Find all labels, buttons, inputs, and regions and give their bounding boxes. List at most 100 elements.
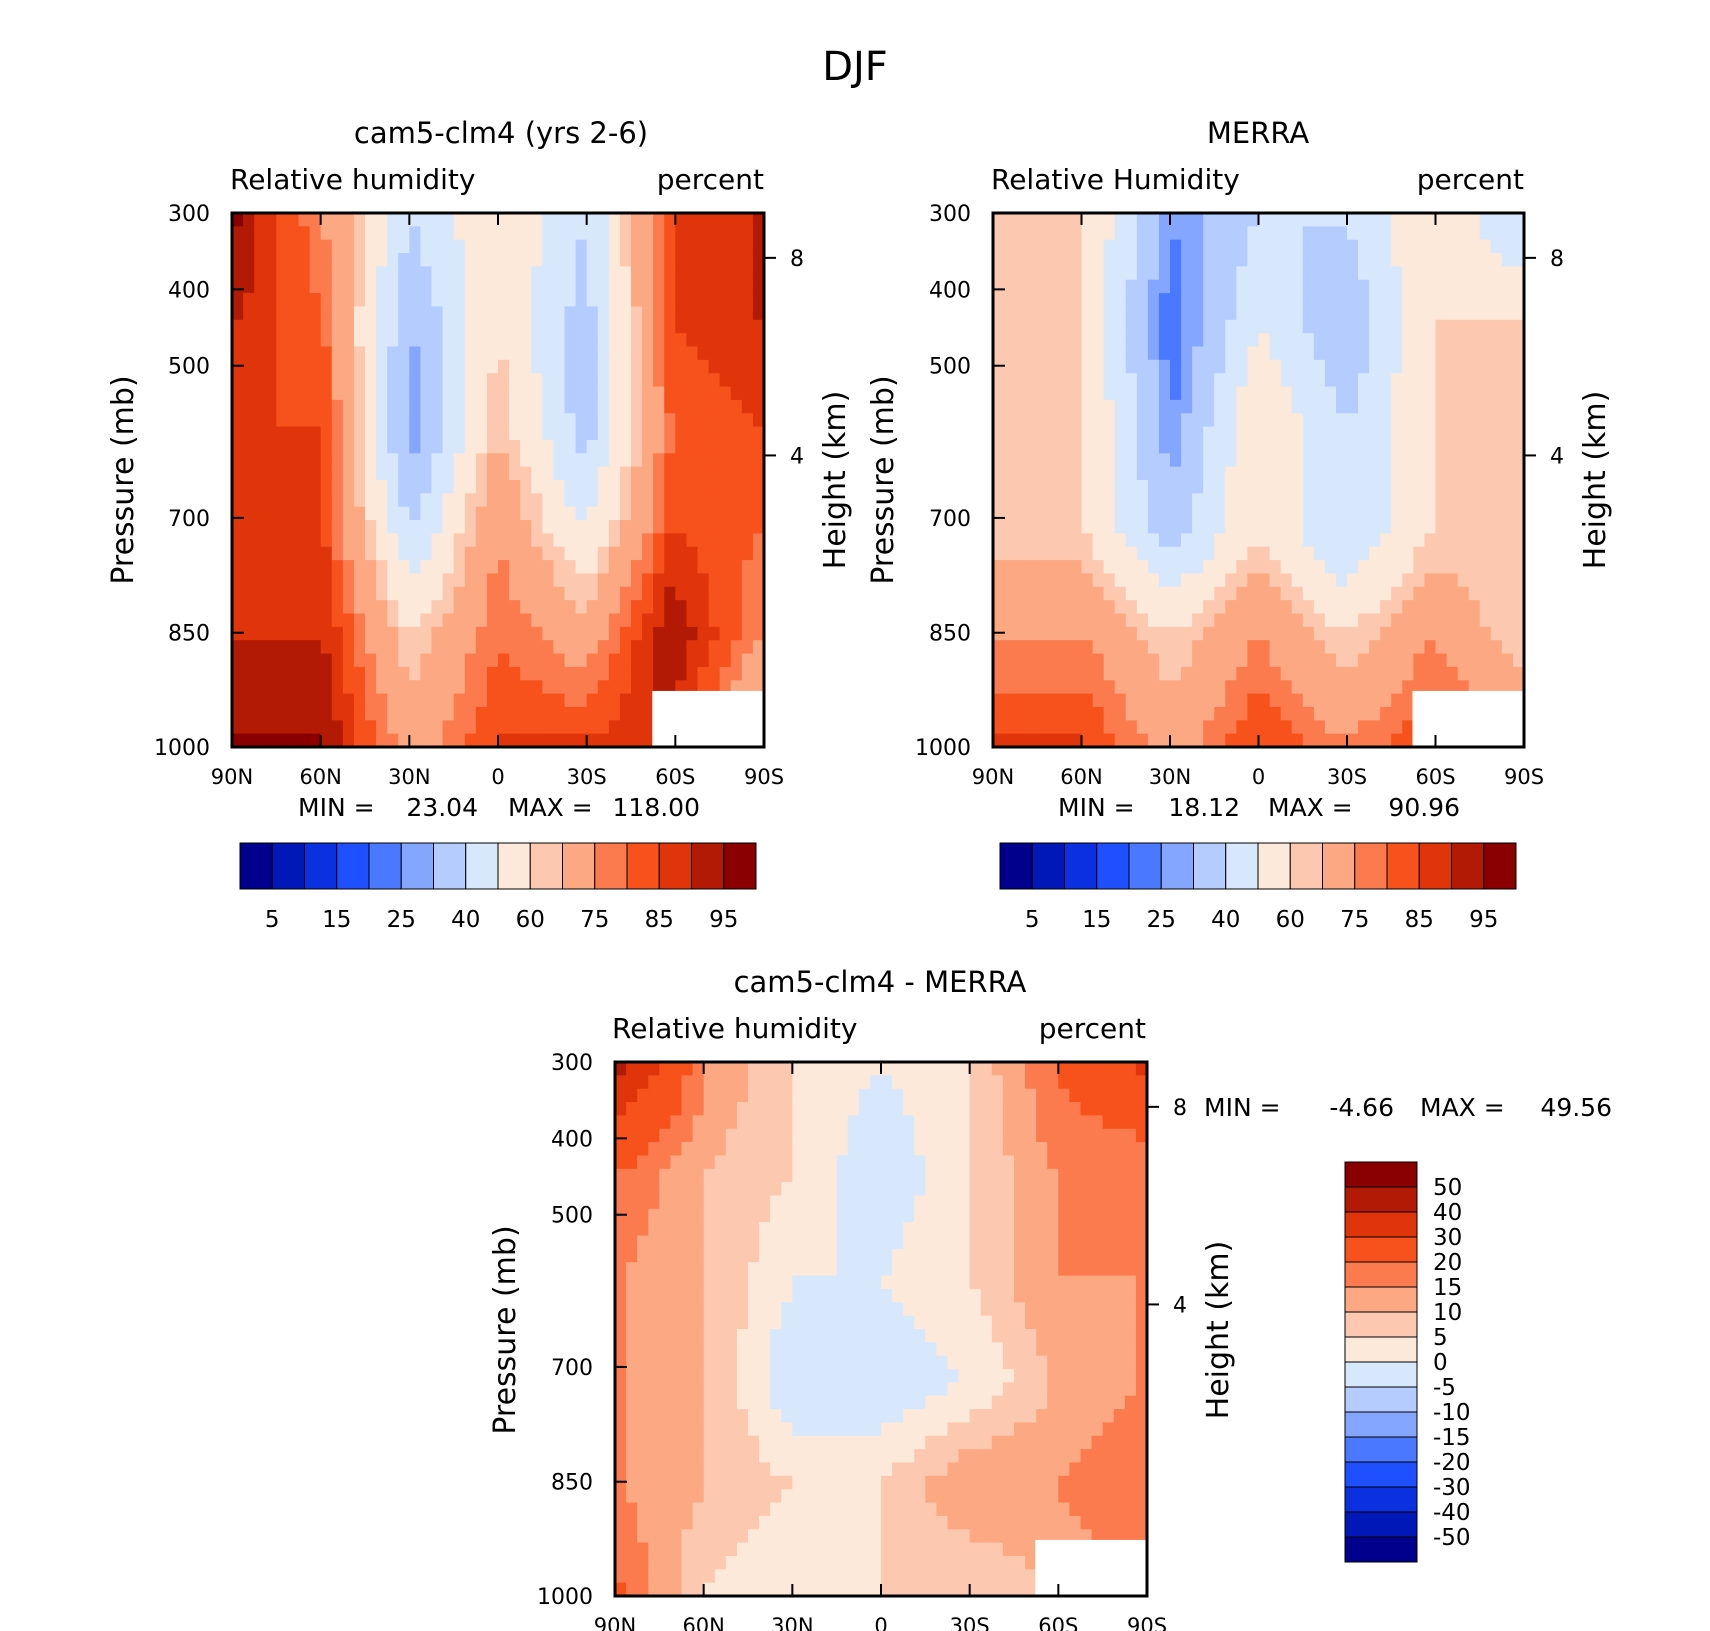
contour-cell (531, 613, 543, 628)
contour-cell (759, 1195, 771, 1210)
contour-cell (725, 1569, 738, 1584)
contour-cell (586, 466, 599, 481)
contour-cell (1347, 239, 1359, 254)
contour-cell (1490, 586, 1503, 601)
contour-cell (520, 600, 532, 615)
contour-cell (637, 1288, 649, 1303)
contour-cell (803, 1369, 816, 1383)
contour-cell (781, 1075, 793, 1090)
contour-cell (1015, 560, 1027, 575)
contour-cell (520, 666, 532, 681)
contour-cell (664, 346, 676, 361)
contour-cell (1258, 213, 1271, 227)
contour-cell (398, 239, 410, 254)
contour-cell (498, 346, 510, 361)
contour-cell (1158, 666, 1171, 681)
contour-cell (675, 426, 688, 441)
contour-cell (442, 346, 455, 361)
contour-cell (869, 1102, 882, 1116)
contour-cell (276, 253, 289, 267)
contour-cell (653, 493, 665, 508)
contour-cell (409, 653, 422, 668)
contour-cell (254, 453, 266, 468)
contour-cell (1280, 720, 1293, 735)
contour-cell (858, 1248, 871, 1263)
contour-cell (1258, 239, 1271, 254)
contour-cell (1335, 399, 1348, 414)
contour-cell (498, 453, 510, 468)
contour-cell (1446, 560, 1459, 575)
contour-cell (1004, 733, 1016, 748)
contour-cell (664, 333, 676, 348)
contour-cell (1081, 453, 1094, 468)
contour-cell (719, 426, 732, 441)
contour-cell (1380, 706, 1392, 721)
contour-cell (881, 1422, 893, 1437)
contour-cell (736, 1329, 749, 1343)
contour-cell (825, 1395, 838, 1410)
contour-cell (331, 426, 344, 441)
contour-cell (1391, 586, 1403, 601)
contour-cell (648, 1342, 660, 1357)
contour-cell (353, 546, 366, 561)
contour-cell (1380, 613, 1392, 628)
contour-cell (1369, 346, 1381, 361)
contour-cell (781, 1515, 793, 1530)
contour-cell (320, 706, 333, 721)
contour-cell (1026, 293, 1038, 308)
contour-cell (1468, 319, 1481, 334)
contour-cell (1236, 413, 1249, 428)
contour-cell (365, 399, 377, 414)
contour-cell (736, 1369, 749, 1383)
contour-cell (664, 653, 676, 668)
contour-cell (453, 586, 466, 601)
contour-cell (420, 626, 433, 641)
contour-cell (1435, 319, 1448, 334)
contour-cell (309, 506, 322, 521)
contour-cell (1214, 226, 1226, 241)
contour-cell (1347, 426, 1359, 441)
contour-cell (464, 399, 477, 414)
contour-cell (1269, 253, 1282, 267)
contour-cell (553, 653, 566, 668)
contour-cell (681, 1222, 694, 1237)
contour-cell (1125, 546, 1138, 561)
contour-cell (475, 239, 488, 254)
contour-cell (564, 413, 577, 428)
contour-cell (287, 333, 300, 348)
contour-cell (320, 533, 333, 548)
contour-cell (825, 1088, 838, 1103)
contour-cell (387, 319, 399, 334)
contour-cell (1347, 666, 1359, 681)
contour-cell (681, 1155, 694, 1170)
contour-cell (1203, 666, 1215, 681)
contour-cell (1313, 613, 1326, 628)
contour-cell (730, 373, 743, 388)
contour-cell (781, 1248, 793, 1263)
contour-cell (586, 733, 599, 748)
contour-cell (353, 426, 366, 441)
contour-cell (748, 1529, 760, 1544)
contour-cell (498, 359, 510, 374)
contour-cell (1302, 453, 1315, 468)
contour-cell (748, 1128, 760, 1143)
contour-cell (659, 1542, 672, 1557)
contour-cell (803, 1435, 816, 1450)
contour-cell (619, 346, 632, 361)
contour-cell (714, 1582, 727, 1597)
contour-cell (376, 239, 388, 254)
contour-cell (1081, 546, 1094, 561)
contour-cell (1302, 586, 1315, 601)
contour-cell (619, 480, 632, 494)
contour-cell (1048, 466, 1060, 481)
contour-cell (675, 533, 688, 548)
contour-cell (586, 293, 599, 308)
contour-cell (681, 1142, 694, 1157)
contour-cell (714, 1195, 727, 1210)
contour-cell (792, 1168, 805, 1183)
contour-cell (1037, 720, 1049, 735)
contour-cell (619, 493, 632, 508)
contour-cell (409, 439, 422, 454)
contour-cell (703, 1515, 716, 1530)
contour-cell (792, 1395, 805, 1410)
